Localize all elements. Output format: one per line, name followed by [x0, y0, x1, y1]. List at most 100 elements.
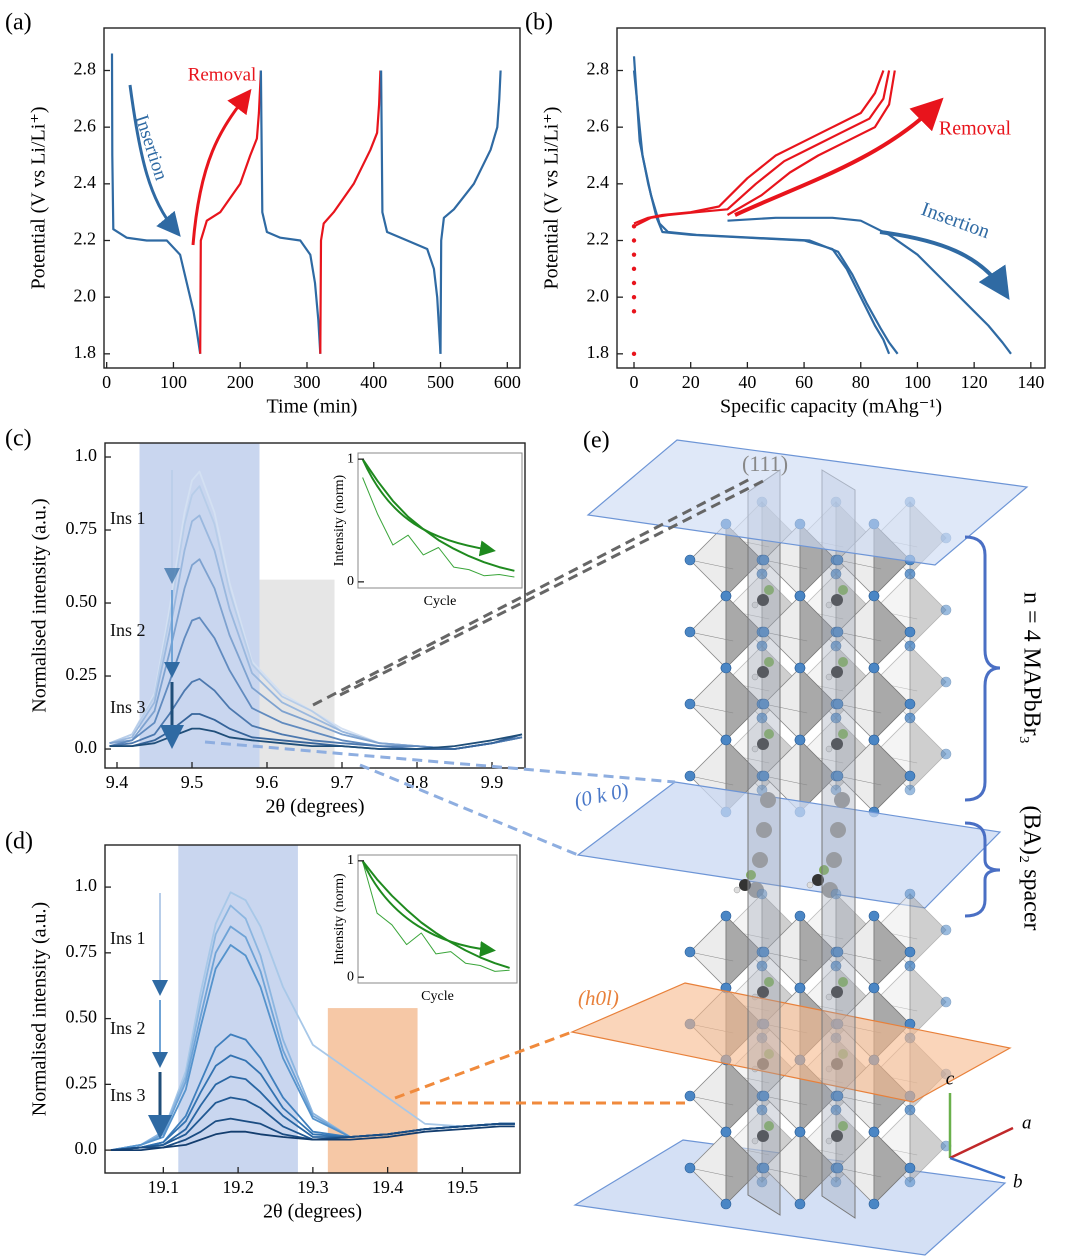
lattice-plane: [586, 439, 1029, 566]
data-point: [631, 351, 637, 357]
data-point: [631, 266, 637, 272]
bromine-atom: [904, 626, 916, 638]
axis-a: [949, 1126, 1014, 1160]
data-line: [633, 70, 885, 225]
octahedron-face: [689, 915, 727, 989]
bromine-atom: [794, 910, 806, 922]
dashed-line: [312, 476, 753, 707]
bromine-atom: [832, 946, 844, 958]
overlays: [128, 84, 1010, 1139]
data-line: [439, 70, 502, 354]
chart: 0 20 40 60 80 100 120 140 1.8 2.0 2.2 2.4 2.6 2.8 Spec…: [525, 10, 1046, 418]
arrow: [362, 459, 496, 557]
dashed-line: [204, 740, 676, 784]
hydrogen-atom: [733, 886, 741, 894]
bromine-atom: [868, 590, 880, 602]
data-line: [361, 860, 510, 972]
lattice-plane: [570, 982, 1012, 1103]
octahedron-face: [689, 667, 727, 741]
octahedron-face: [799, 595, 837, 669]
x-tick-label: 60: [795, 372, 813, 392]
data-point: [631, 252, 637, 257]
octahedron-edge: [837, 631, 882, 642]
bromine-atom: [904, 770, 916, 782]
y-axis-label: Potential (V vs Li/Li⁺): [28, 107, 50, 290]
annotation: Removal: [188, 64, 257, 85]
plane-label: (111): [742, 451, 788, 476]
octahedron-face: [689, 1059, 727, 1133]
bromine-atom: [832, 1090, 844, 1102]
y-axis-label: Potential (V vs Li/Li⁺): [541, 107, 563, 290]
plot-area: [361, 860, 510, 972]
x-tick-label: 9.7: [331, 772, 354, 792]
bromine-atom: [830, 640, 842, 652]
spacer-atom: [830, 822, 846, 838]
bromine-atom: [794, 982, 806, 994]
lattice-plane-vertical: [747, 469, 781, 1216]
data-line: [727, 216, 1012, 355]
charts: 0 100 200 300 400 500 6001.82.02.22.42.62.8Tim…: [5, 10, 1046, 1223]
bromine-atom: [794, 1126, 806, 1138]
octahedron-edge: [689, 951, 734, 962]
panel-label: (c): [5, 426, 32, 452]
bromine-atom: [720, 590, 732, 602]
lattice-plane-vertical: [821, 469, 856, 1219]
bromine-atom: [830, 712, 842, 724]
bromine-atom: [756, 712, 768, 724]
octahedron-face: [799, 739, 837, 813]
y-tick-label: 0: [347, 969, 354, 984]
data-line: [110, 1117, 515, 1151]
y-tick-label: 2.0: [587, 285, 610, 305]
bromine-atom: [758, 1090, 770, 1102]
bromine-atom: [868, 662, 880, 674]
octahedron-face: [725, 667, 763, 741]
bromine-atom: [684, 1162, 696, 1174]
y-tick-label: 2.6: [587, 115, 610, 135]
octahedron-face: [725, 523, 763, 597]
hydrogen-atom: [751, 1137, 759, 1145]
octahedron-edge: [689, 1095, 734, 1106]
data-line: [109, 616, 523, 750]
x-tick-label: 9.8: [406, 772, 429, 792]
y-tick-label: 2.4: [74, 172, 97, 192]
plot-frame: [104, 442, 526, 769]
panel-label: (a): [5, 10, 32, 36]
y-tick-label: 1: [347, 853, 354, 868]
octahedron-edge: [763, 1095, 808, 1106]
bromine-atom: [830, 1104, 842, 1116]
bromine-atom: [684, 626, 696, 638]
panel-label: (b): [525, 10, 553, 36]
octahedron-edge: [689, 775, 734, 786]
annotation: Ins 2: [110, 620, 146, 640]
bromine-atom: [832, 1162, 844, 1174]
bromine-atom: [904, 640, 916, 652]
bromine-atom: [758, 770, 770, 782]
bromine-atom: [794, 734, 806, 746]
data-line: [380, 70, 442, 354]
x-tick-label: 9.5: [181, 772, 204, 792]
bromine-atom: [868, 910, 880, 922]
data-line: [111, 1125, 515, 1151]
axis-label: c: [946, 1068, 955, 1089]
spacer-atom: [834, 792, 850, 808]
octahedron-edge: [763, 1167, 808, 1178]
plot-frame: [357, 452, 523, 589]
bromine-atom: [720, 910, 732, 922]
bromine-atom: [904, 1176, 916, 1188]
octahedron-face: [799, 1131, 837, 1205]
data-point: [631, 280, 637, 286]
carbon-atom: [831, 594, 843, 606]
bromine-atom: [830, 960, 842, 972]
bromine-atom: [868, 734, 880, 746]
bromine-atom: [904, 568, 916, 580]
bromine-atom: [758, 1162, 770, 1174]
arrow: [734, 97, 944, 217]
carbon-atom: [757, 666, 769, 678]
data-point: [631, 238, 637, 243]
nitrogen-atom: [764, 977, 774, 987]
bromine-atom: [758, 554, 770, 566]
bromine-atom: [720, 1126, 732, 1138]
arrow: [362, 861, 496, 957]
octahedron-face: [873, 915, 911, 989]
annotation: Removal: [939, 118, 1012, 140]
